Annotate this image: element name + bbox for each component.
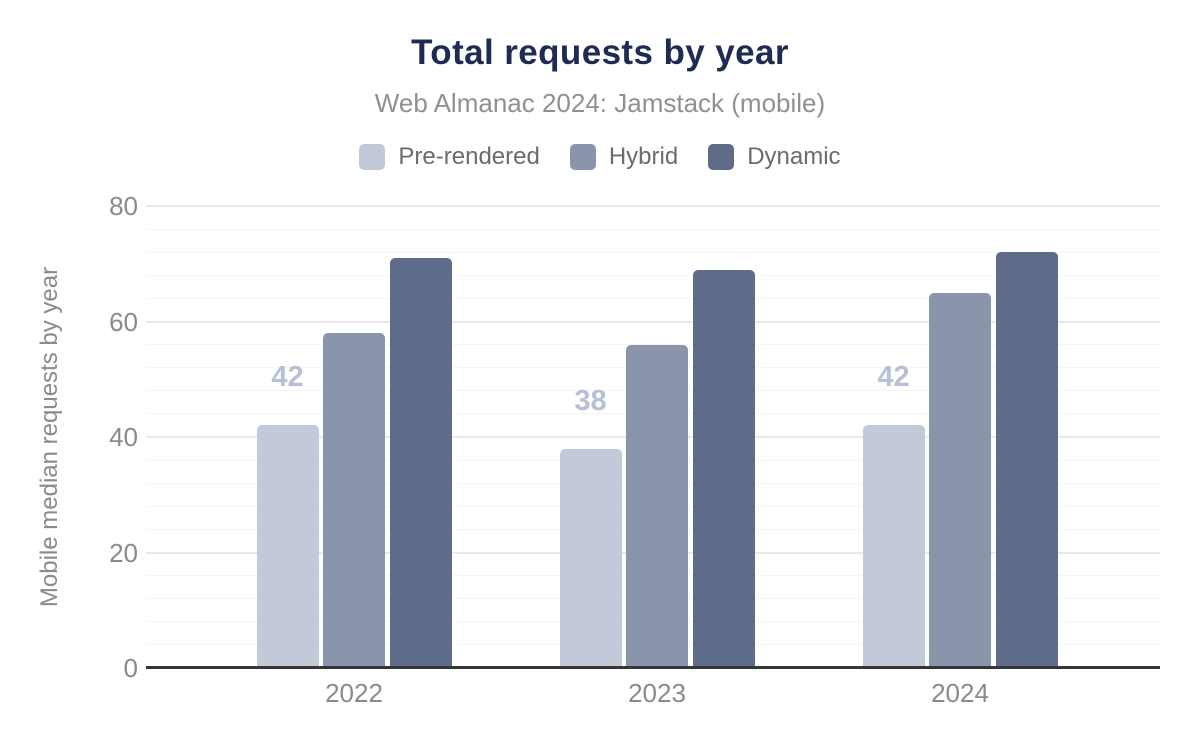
chart-subtitle: Web Almanac 2024: Jamstack (mobile): [374, 88, 826, 118]
bar-hybrid-2022[interactable]: [323, 333, 385, 666]
x-axis-tick-label: 2024: [931, 678, 989, 708]
bar-pre-rendered-2023[interactable]: [559, 448, 622, 666]
legend-swatch-dynamic: [708, 144, 735, 170]
legend-label-pre-rendered: Pre-rendered: [398, 143, 540, 170]
y-axis-tick-label: 40: [109, 422, 138, 452]
bar-pre-rendered-2022[interactable]: [256, 425, 319, 666]
bar-hybrid-2024[interactable]: [929, 292, 991, 666]
gridline-minor: [146, 251, 1160, 253]
gridline-major: [146, 205, 1160, 207]
legend-swatch-pre-rendered: [359, 144, 386, 170]
bar-dynamic-2024[interactable]: [995, 252, 1058, 666]
gridline-minor: [146, 228, 1160, 230]
y-axis-tick-label: 60: [109, 306, 138, 337]
bar-value-label: 42: [877, 361, 910, 394]
legend-label-hybrid: Hybrid: [608, 143, 679, 170]
bar-dynamic-2023[interactable]: [692, 269, 755, 666]
legend-item-pre-rendered: Pre-rendered: [359, 143, 540, 171]
bar-dynamic-2022[interactable]: [389, 257, 452, 666]
gridline-minor: [146, 274, 1160, 276]
gridline-major: [146, 320, 1160, 323]
chart-title: Total requests by year: [411, 33, 789, 72]
y-axis-tick-label: 80: [109, 191, 138, 221]
legend-item-dynamic: Dynamic: [708, 143, 841, 171]
gridline-minor: [146, 297, 1160, 299]
y-axis-tick-label: 20: [109, 537, 138, 568]
legend-label-dynamic: Dynamic: [747, 143, 841, 170]
y-axis-tick-label: 0: [123, 653, 138, 683]
bar-value-label: 42: [271, 361, 304, 394]
bar-value-label: 38: [574, 384, 607, 417]
x-axis-tick-label: 2022: [325, 678, 383, 708]
bar-pre-rendered-2024[interactable]: [862, 425, 925, 666]
x-axis-tick-label: 2023: [628, 678, 686, 708]
x-axis-line: [146, 666, 1160, 669]
legend: Pre-rendered Hybrid Dynamic: [0, 143, 1200, 171]
legend-item-hybrid: Hybrid: [569, 143, 679, 171]
legend-swatch-hybrid: [569, 144, 596, 170]
bar-hybrid-2023[interactable]: [626, 344, 688, 666]
